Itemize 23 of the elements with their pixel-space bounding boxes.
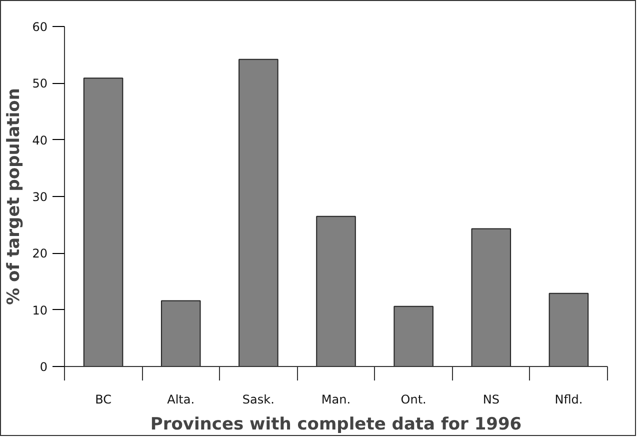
y-tick-label: 60 <box>32 20 48 34</box>
bar <box>83 78 124 366</box>
x-tick-label: NS <box>482 392 500 406</box>
x-tick-label: Nfld. <box>554 392 583 406</box>
x-axis-title: Provinces with complete data for 1996 <box>150 414 522 434</box>
bar <box>394 306 434 366</box>
bar <box>471 228 512 366</box>
x-tick-label: Sask. <box>242 392 274 406</box>
bar <box>548 292 589 366</box>
x-tick-label: Man. <box>321 392 351 406</box>
y-tick-label: 20 <box>32 246 48 261</box>
y-tick-label: 40 <box>32 133 48 148</box>
y-tick-label: 30 <box>32 190 48 204</box>
bar <box>316 216 356 366</box>
x-tick-label: Ont. <box>400 392 426 406</box>
x-tick-label: BC <box>95 392 112 406</box>
bar <box>160 300 201 366</box>
bar <box>238 58 278 366</box>
y-tick-label: 10 <box>32 303 48 318</box>
x-tick-label: Alta. <box>167 392 195 406</box>
y-tick-label: 0 <box>40 360 48 374</box>
y-tick-label: 50 <box>32 76 48 91</box>
y-axis-title: % of target population <box>4 88 24 305</box>
